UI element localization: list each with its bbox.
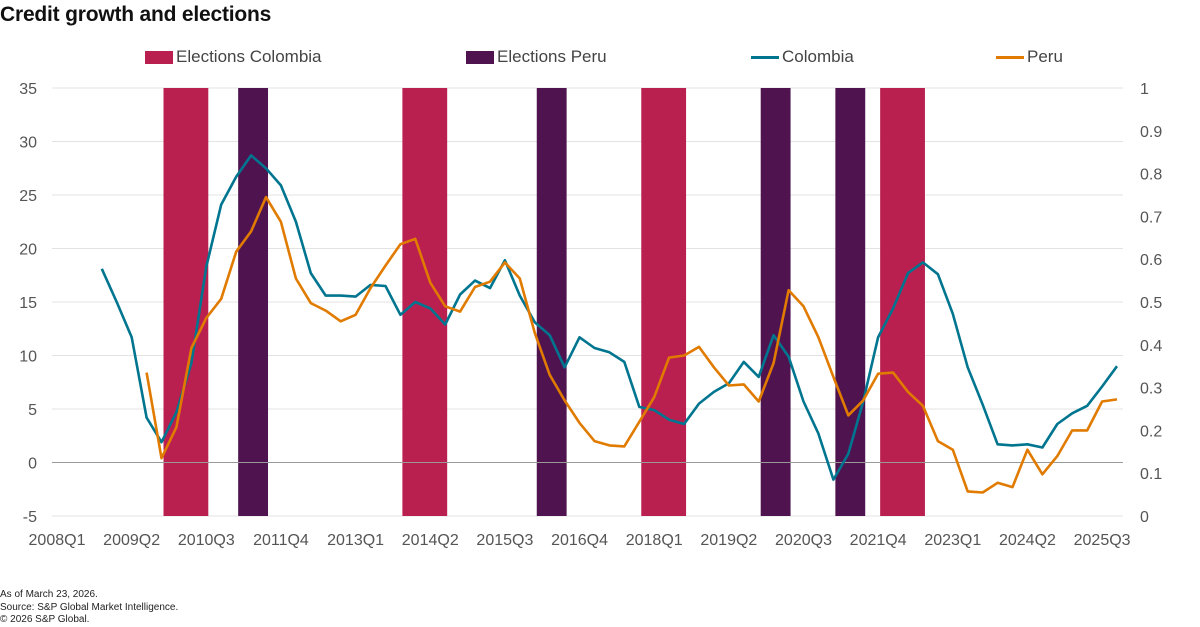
y-right-tick-label: 0.5 [1140, 295, 1162, 312]
x-tick-label: 2021Q4 [850, 532, 907, 549]
legend-label: Peru [1027, 47, 1063, 66]
peru-line [145, 195, 1118, 494]
y-left-tick-label: 15 [19, 295, 37, 312]
legend-swatch-elections-colombia [145, 50, 173, 64]
x-tick-label: 2019Q2 [700, 532, 757, 549]
y-right-tick-label: 0.3 [1140, 381, 1162, 398]
y-right-tick-label: 0.6 [1140, 252, 1162, 269]
x-tick-label: 2016Q4 [551, 532, 608, 549]
x-tick-label: 2025Q3 [1074, 532, 1131, 549]
footer: As of March 23, 2026. Source: S&P Global… [0, 589, 178, 627]
y-right-tick-label: 0.8 [1140, 167, 1162, 184]
elections-colombia-band [402, 88, 448, 516]
elections-peru-band [238, 88, 269, 516]
copyright-note: © 2026 S&P Global. [0, 614, 90, 625]
x-tick-label: 2023Q1 [924, 532, 981, 549]
y-right-tick-label: 0.1 [1140, 466, 1162, 483]
legend-swatch-peru [996, 55, 1024, 59]
legend-label: Elections Peru [497, 47, 607, 66]
legend-elections-peru: Elections Peru [466, 47, 607, 67]
y-right-tick-label: 0.4 [1140, 338, 1162, 355]
x-tick-label: 2014Q2 [402, 532, 459, 549]
y-right-tick-label: 1 [1140, 81, 1149, 98]
as-of-note: As of March 23, 2026. [0, 589, 98, 600]
y-left-tick-label: -5 [23, 509, 37, 526]
elections-colombia-band [641, 88, 687, 516]
x-tick-label: 2024Q2 [999, 532, 1056, 549]
y-right-tick-label: 0.7 [1140, 209, 1162, 226]
y-left-tick-label: 20 [19, 242, 37, 259]
source-note: Source: S&P Global Market Intelligence. [0, 601, 179, 613]
legend-elections-colombia: Elections Colombia [145, 47, 322, 67]
y-left-tick-label: 5 [28, 402, 37, 419]
y-left-tick-label: 10 [19, 349, 37, 366]
elections-colombia-band [880, 88, 925, 516]
chart-title: Credit growth and elections [0, 3, 272, 26]
legend-label: Elections Colombia [176, 47, 322, 66]
y-left-tick-label: 30 [19, 135, 37, 152]
legend-peru: Peru [996, 47, 1063, 67]
x-tick-label: 2010Q3 [178, 532, 235, 549]
legend-colombia: Colombia [751, 47, 854, 67]
y-left-tick-label: 25 [19, 188, 37, 205]
y-left-tick-label: 35 [19, 81, 37, 98]
x-tick-label: 2020Q3 [775, 532, 832, 549]
elections-peru-band [835, 88, 866, 516]
elections-peru-band [536, 88, 567, 516]
x-tick-label: 2011Q4 [253, 532, 309, 549]
x-tick-label: 2009Q2 [103, 532, 160, 549]
y-right-tick-label: 0.9 [1140, 124, 1162, 141]
legend-swatch-colombia [751, 55, 779, 59]
y-right-tick-label: 0.2 [1140, 423, 1162, 440]
x-tick-label: 2018Q1 [626, 532, 683, 549]
legend-swatch-elections-peru [466, 50, 494, 64]
y-right-tick-label: 0 [1140, 509, 1149, 526]
y-left-tick-label: 0 [28, 456, 37, 473]
legend-label: Colombia [782, 47, 854, 66]
x-tick-label: 2013Q1 [327, 532, 384, 549]
x-tick-label: 2008Q1 [29, 532, 86, 549]
x-tick-label: 2015Q3 [476, 532, 533, 549]
